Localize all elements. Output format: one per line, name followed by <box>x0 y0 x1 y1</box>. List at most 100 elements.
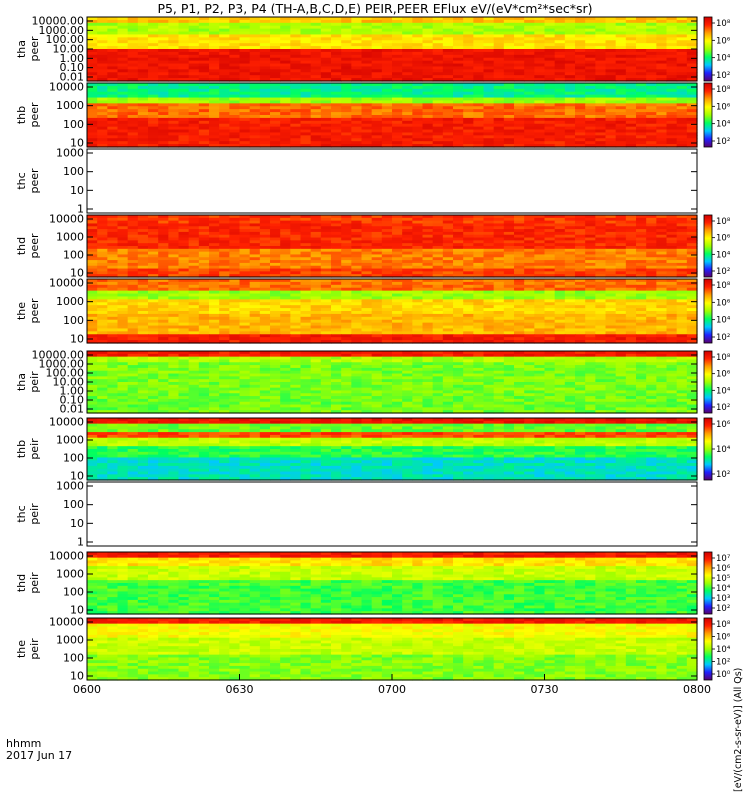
spectrogram-cell <box>331 265 342 270</box>
spectrogram-cell <box>239 138 251 142</box>
spectrogram-cell <box>676 305 688 309</box>
spectrogram-cell <box>625 290 637 295</box>
spectrogram-cell <box>97 83 108 87</box>
spectrogram-cell <box>666 19 678 24</box>
spectrogram-cell <box>564 126 576 131</box>
spectrogram-cell <box>636 94 647 99</box>
spectrogram-cell <box>87 284 98 289</box>
spectrogram-cell <box>351 75 363 79</box>
spectrogram-cell <box>331 94 342 99</box>
spectrogram-cell <box>514 141 525 145</box>
spectrogram-cell <box>473 138 485 142</box>
spectrogram-cell <box>361 290 373 295</box>
spectrogram-cell <box>402 223 413 227</box>
spectrogram-cell <box>371 138 383 142</box>
spectrogram-cell <box>514 231 525 236</box>
spectrogram-cell <box>595 37 607 41</box>
spectrogram-cell <box>575 109 586 113</box>
spectrogram-cell <box>392 126 403 131</box>
spectrogram-cell <box>381 37 393 41</box>
spectrogram-cell <box>127 31 139 36</box>
spectrogram-cell <box>544 234 556 239</box>
spectrogram-cell <box>676 83 688 87</box>
spectrogram-cell <box>392 91 403 96</box>
spectrogram-cell <box>239 231 251 236</box>
y-tick-label: 1 <box>77 203 84 216</box>
spectrogram-cell <box>544 94 556 99</box>
spectrogram-cell <box>473 251 485 256</box>
spectrogram-cell <box>239 25 251 30</box>
spectrogram-cell <box>290 94 302 99</box>
spectrogram-cell <box>127 141 139 145</box>
spectrogram-cell <box>463 305 474 309</box>
spectrogram-cell <box>209 240 220 244</box>
spectrogram-cell <box>524 223 535 227</box>
spectrogram-cell <box>168 234 180 239</box>
spectrogram-cell <box>270 279 281 283</box>
spectrogram-cell <box>625 25 637 30</box>
spectrogram-cell <box>239 106 251 110</box>
spectrogram-cell <box>270 60 281 65</box>
spectrogram-cell <box>625 117 637 122</box>
spectrogram-cell <box>575 141 586 145</box>
spectrogram-cell <box>442 94 454 99</box>
spectrogram-cell <box>615 284 627 289</box>
spectrogram-cell <box>148 120 159 125</box>
spectrogram-cell <box>259 243 271 247</box>
spectrogram-cell <box>331 123 342 128</box>
spectrogram-cell <box>473 19 485 24</box>
spectrogram-cell <box>148 243 159 247</box>
spectrogram-cell <box>503 28 515 33</box>
spectrogram-cell <box>137 274 149 278</box>
spectrogram-cell <box>259 123 271 128</box>
spectrogram-cell <box>554 305 566 309</box>
spectrogram-cell <box>625 226 637 230</box>
spectrogram-cell <box>371 246 383 250</box>
spectrogram-cell <box>300 112 312 116</box>
spectrogram-cell <box>270 220 281 225</box>
spectrogram-cell <box>87 109 98 113</box>
spectrogram-cell <box>585 144 596 148</box>
spectrogram-cell <box>229 46 241 50</box>
spectrogram-cell <box>646 54 657 59</box>
spectrogram-cell <box>432 316 444 321</box>
spectrogram-cell <box>381 141 393 145</box>
spectrogram-cell <box>392 63 403 68</box>
spectrogram-cell <box>442 69 454 73</box>
spectrogram-cell <box>87 57 98 62</box>
spectrogram-cell <box>544 237 556 241</box>
spectrogram-cell <box>473 103 485 107</box>
spectrogram-cell <box>463 63 474 68</box>
spectrogram-cell <box>310 28 322 33</box>
spectrogram-cell <box>270 49 281 53</box>
spectrogram-cell <box>209 296 220 300</box>
spectrogram-cell <box>463 248 474 253</box>
spectrogram-cell <box>564 22 576 27</box>
spectrogram-cell <box>300 279 312 283</box>
spectrogram-cell <box>615 31 627 36</box>
spectrogram-cell <box>107 126 119 131</box>
spectrogram-cell <box>442 100 454 104</box>
spectrogram-cell <box>524 109 535 113</box>
spectrogram-cell <box>483 91 495 96</box>
spectrogram-cell <box>168 123 180 128</box>
spectrogram-cell <box>392 281 403 286</box>
spectrogram-cell <box>514 274 525 278</box>
spectrogram-cell <box>148 123 159 128</box>
spectrogram-cell <box>554 279 566 283</box>
spectrogram-cell <box>127 106 139 110</box>
spectrogram-cell <box>178 78 190 82</box>
spectrogram-cell <box>442 293 454 298</box>
spectrogram-cell <box>483 57 495 62</box>
spectrogram-cell <box>503 316 515 321</box>
spectrogram-cell <box>117 100 129 104</box>
spectrogram-cell <box>686 83 698 87</box>
spectrogram-cell <box>259 229 271 233</box>
spectrogram-cell <box>514 305 525 309</box>
spectrogram-cell <box>605 106 617 110</box>
spectrogram-cell <box>209 271 220 275</box>
spectrogram-cell <box>615 308 627 312</box>
spectrogram-cell <box>463 223 474 227</box>
spectrogram-cell <box>463 311 474 315</box>
spectrogram-cell <box>158 22 169 27</box>
